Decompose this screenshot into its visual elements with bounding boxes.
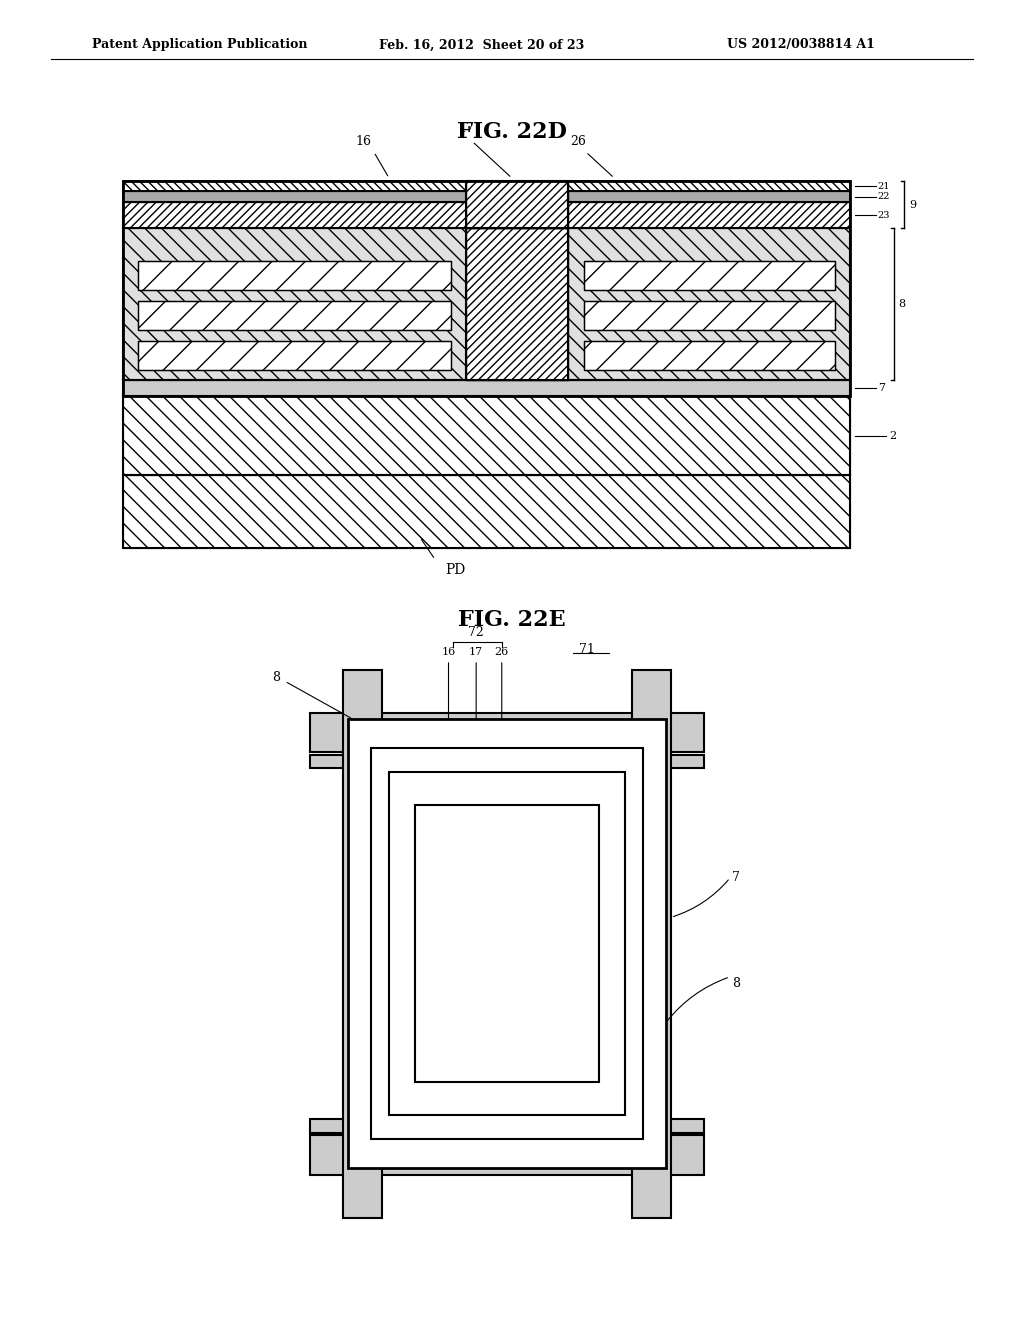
Bar (584, 341, 835, 370)
Bar (584, 261, 835, 290)
Text: 16: 16 (441, 647, 456, 657)
Text: Patent Application Publication: Patent Application Publication (92, 38, 307, 51)
Bar (138, 301, 451, 330)
Bar (466, 228, 568, 380)
Bar (123, 202, 850, 228)
Text: 72: 72 (468, 626, 484, 639)
Text: 17: 17 (469, 647, 483, 657)
Bar (415, 805, 599, 1082)
Bar (123, 191, 850, 202)
Text: Feb. 16, 2012  Sheet 20 of 23: Feb. 16, 2012 Sheet 20 of 23 (379, 38, 584, 51)
Bar (632, 671, 671, 1218)
Bar (138, 261, 451, 290)
Bar (138, 301, 451, 330)
Bar (309, 755, 705, 768)
Bar (123, 181, 850, 191)
Text: 26: 26 (570, 135, 587, 148)
Bar (138, 261, 451, 290)
Text: 26: 26 (495, 647, 509, 657)
Text: 23: 23 (878, 211, 890, 219)
Bar (584, 261, 835, 290)
Text: US 2012/0038814 A1: US 2012/0038814 A1 (727, 38, 874, 51)
Text: 16: 16 (355, 135, 372, 148)
Text: PD: PD (445, 564, 466, 577)
Text: 9: 9 (909, 199, 916, 210)
Bar (389, 772, 625, 1115)
Text: 7: 7 (732, 871, 740, 884)
Text: 71: 71 (579, 643, 595, 656)
Bar (123, 396, 850, 475)
Bar (123, 380, 850, 396)
Bar (371, 748, 643, 1139)
Bar (309, 713, 705, 752)
Text: FIG. 22D: FIG. 22D (457, 121, 567, 143)
Bar (123, 475, 850, 548)
Bar (466, 228, 568, 380)
Bar (348, 719, 666, 1168)
Bar (584, 301, 835, 330)
Text: 22: 22 (878, 193, 890, 201)
Text: 21: 21 (878, 182, 890, 190)
Bar (123, 181, 850, 396)
Bar (123, 396, 850, 475)
Bar (123, 228, 850, 380)
Bar (123, 181, 850, 191)
Text: 8: 8 (272, 671, 281, 684)
Bar (123, 228, 850, 380)
Text: FIG. 22E: FIG. 22E (458, 610, 566, 631)
Text: 17: 17 (458, 121, 474, 135)
Bar (123, 475, 850, 548)
Text: 2: 2 (889, 430, 896, 441)
Bar (123, 380, 850, 396)
Bar (309, 1119, 705, 1133)
Text: d5: d5 (499, 1056, 515, 1069)
Text: 8: 8 (732, 977, 740, 990)
Bar (123, 191, 850, 202)
Bar (123, 202, 850, 228)
Bar (466, 181, 568, 228)
Bar (584, 341, 835, 370)
Bar (466, 181, 568, 228)
Bar (138, 341, 451, 370)
Text: 7: 7 (879, 383, 886, 393)
Bar (309, 1135, 705, 1175)
Text: 8: 8 (898, 300, 905, 309)
Bar (343, 671, 382, 1218)
Bar (584, 301, 835, 330)
Bar (138, 341, 451, 370)
